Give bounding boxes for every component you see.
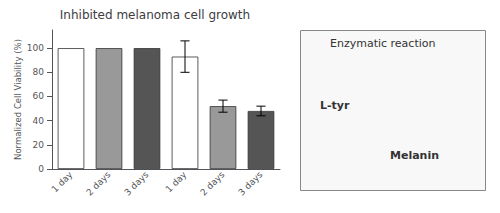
svg-text:3 days: 3 days xyxy=(122,169,150,197)
svg-text:Enzymatic reaction: Enzymatic reaction xyxy=(330,37,436,50)
svg-text:Inhibited melanoma cell growth: Inhibited melanoma cell growth xyxy=(60,8,250,22)
svg-text:80: 80 xyxy=(33,67,45,77)
svg-text:1 day: 1 day xyxy=(50,169,75,194)
svg-text:20: 20 xyxy=(33,140,45,150)
svg-text:L-tyr: L-tyr xyxy=(320,99,350,112)
svg-text:2 days: 2 days xyxy=(198,169,226,197)
svg-text:0: 0 xyxy=(38,164,44,174)
svg-text:1 day: 1 day xyxy=(164,169,189,194)
svg-text:Melanin: Melanin xyxy=(390,149,439,162)
svg-text:3 days: 3 days xyxy=(236,169,264,197)
svg-text:2 days: 2 days xyxy=(84,169,112,197)
svg-text:60: 60 xyxy=(33,91,45,101)
svg-text:100: 100 xyxy=(27,43,44,53)
svg-text:Normalized Cell Viability (%): Normalized Cell Viability (%) xyxy=(13,39,23,160)
svg-text:40: 40 xyxy=(33,116,45,126)
